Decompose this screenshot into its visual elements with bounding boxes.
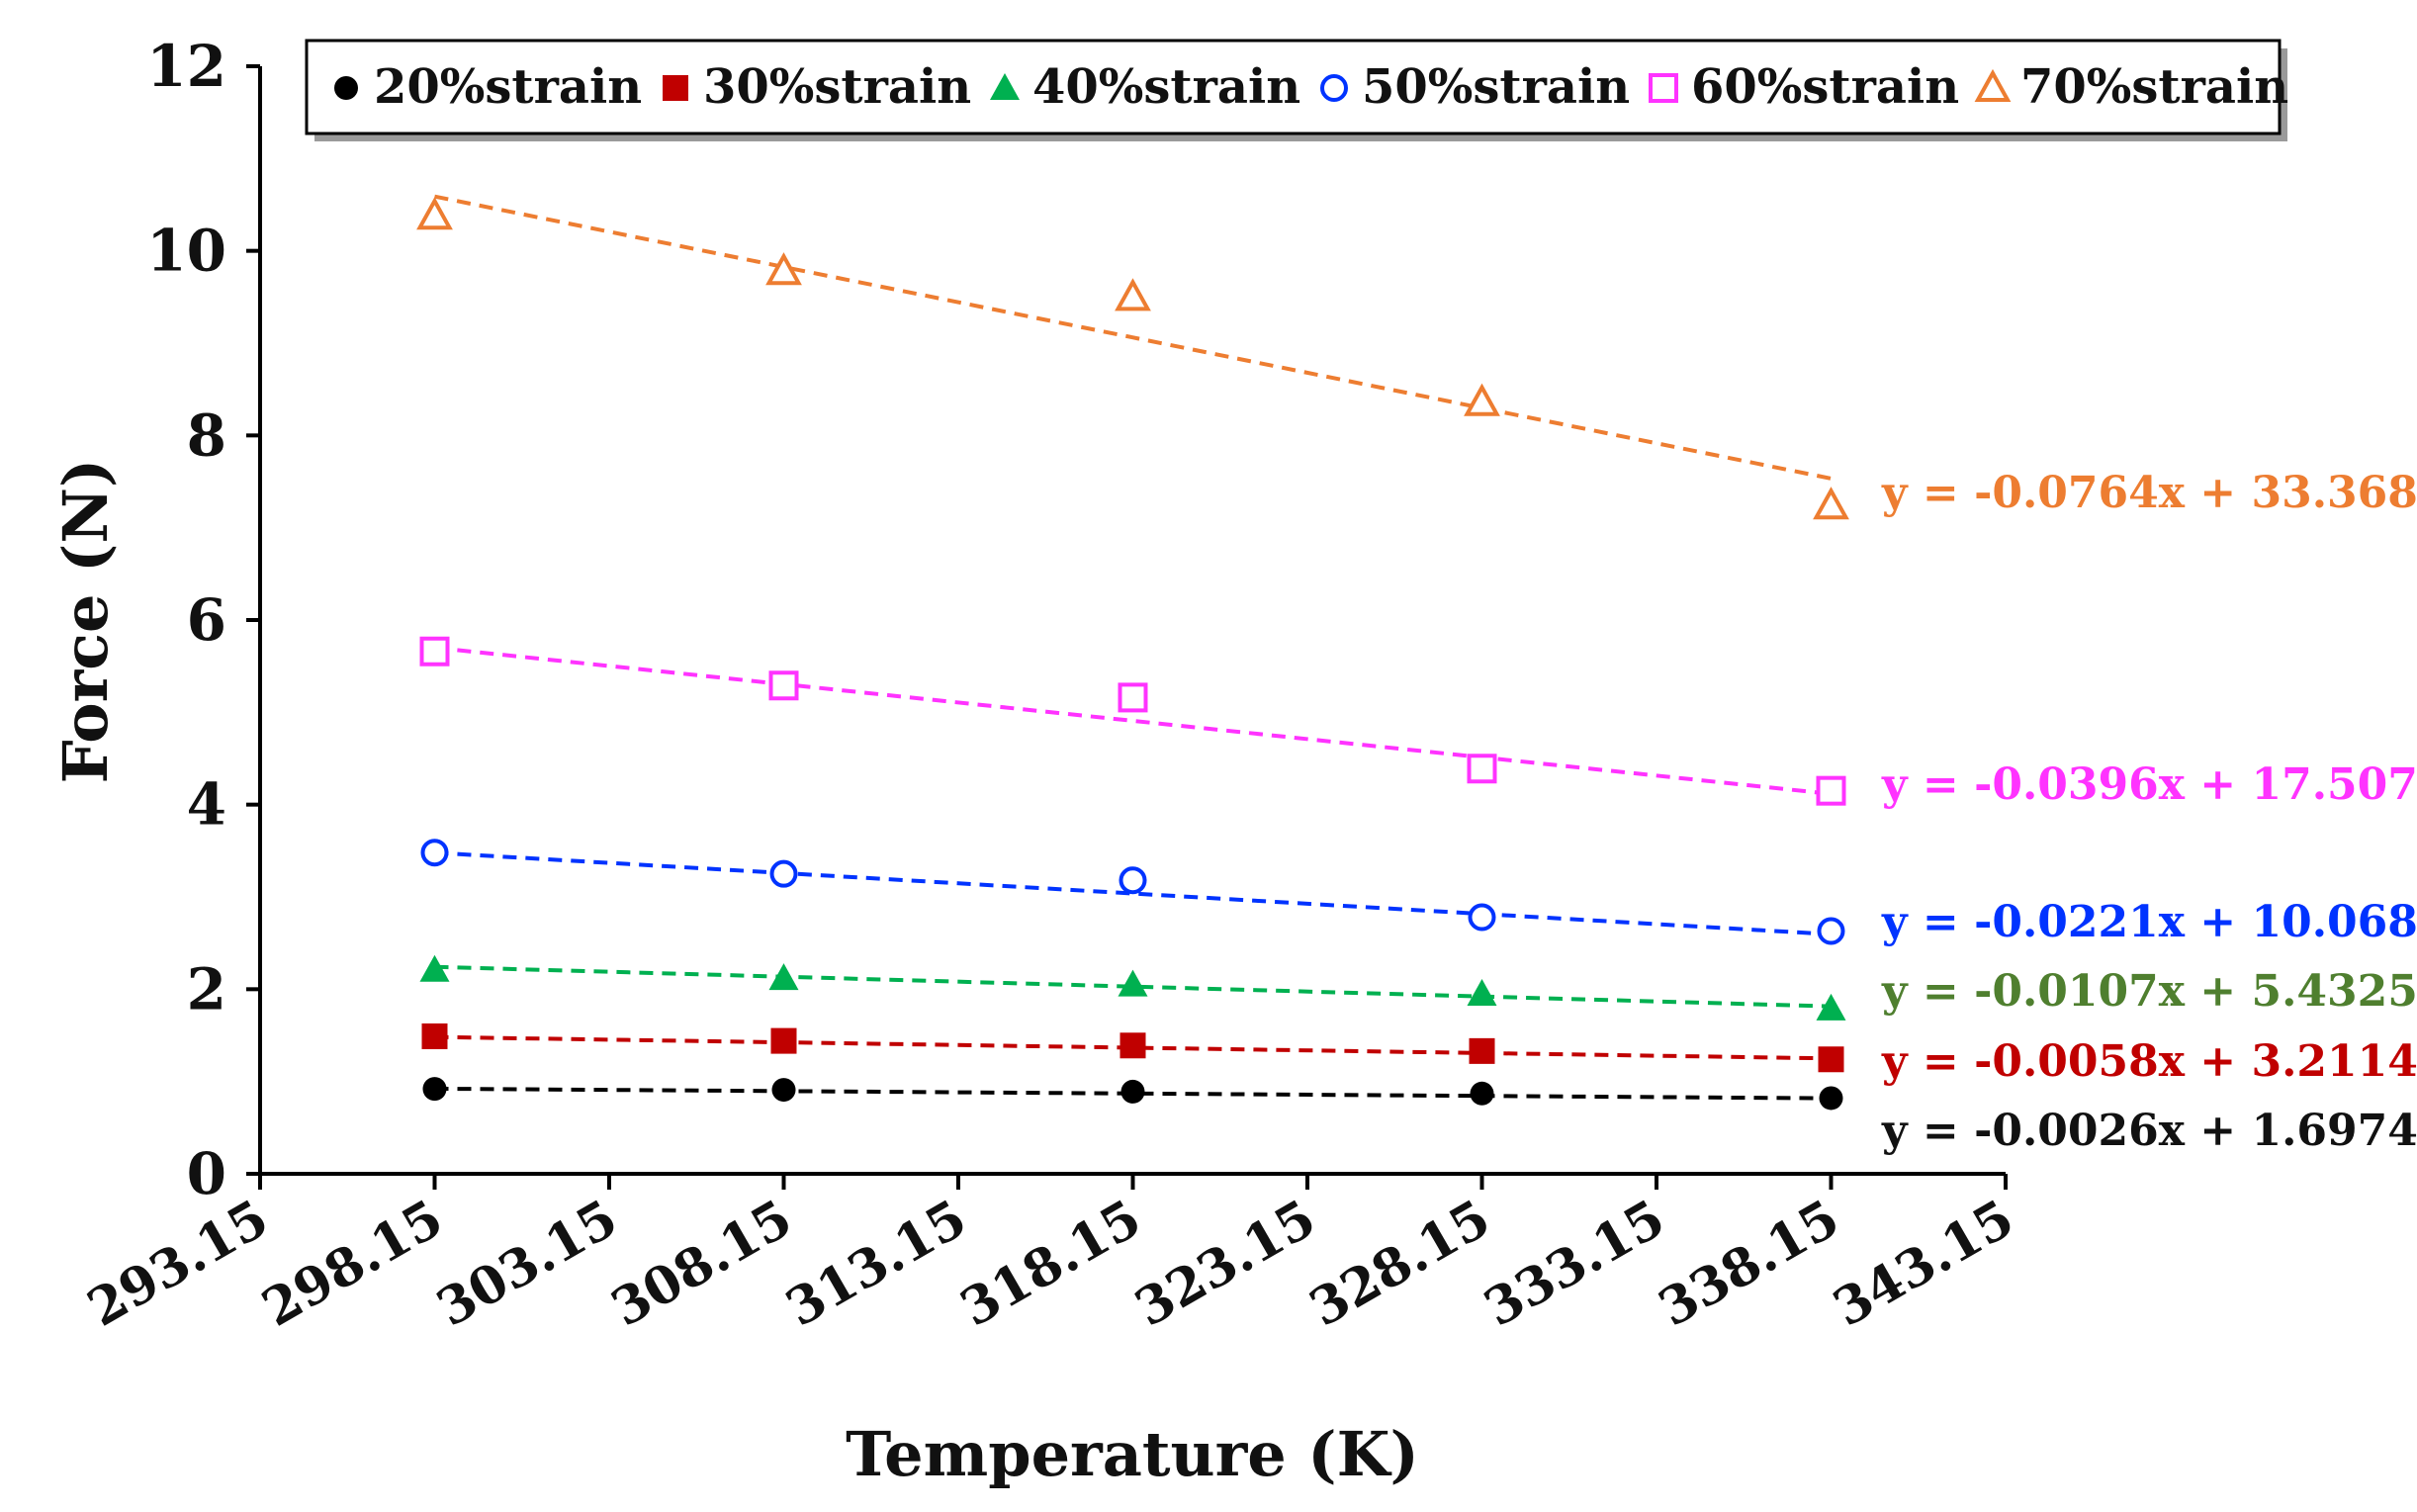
trendline-50-strain <box>434 850 1832 936</box>
legend-label-50-strain: 50%strain <box>1362 59 1630 115</box>
data-point-40-strain <box>1118 969 1148 997</box>
trendline-equation-20-strain: y = -0.0026x + 1.6974 <box>1881 1106 2417 1156</box>
data-point-50-strain <box>1468 903 1496 932</box>
data-point-70-strain <box>1813 487 1849 520</box>
legend-label-20-strain: 20%strain <box>374 59 642 115</box>
data-point-20-strain <box>1120 1079 1145 1104</box>
data-point-60-strain <box>1118 682 1148 713</box>
data-point-20-strain <box>771 1078 796 1103</box>
axes <box>258 66 2006 1176</box>
trendline-equation-60-strain: y = -0.0396x + 17.507 <box>1881 759 2417 810</box>
x-ticks: 293.15298.15303.15308.15313.15318.15323.… <box>78 1174 2024 1339</box>
x-tick-label: 338.15 <box>1649 1188 1849 1338</box>
data-point-50-strain <box>769 859 798 888</box>
data-point-20-strain <box>1470 1081 1494 1106</box>
x-axis-title: Temperature (K) <box>846 1418 1419 1490</box>
data-point-40-strain <box>768 963 799 991</box>
y-tick-label: 8 <box>187 401 226 469</box>
trendline-70-strain <box>434 194 1832 481</box>
trendline-60-strain <box>434 645 1832 796</box>
legend: 20%strain 30%strain 40%strain 50%strain 60%s… <box>305 39 2288 141</box>
data-point-70-strain <box>416 197 453 230</box>
x-tick-label: 308.15 <box>601 1188 802 1338</box>
trendline-20-strain <box>434 1086 1832 1101</box>
data-point-30-strain <box>1469 1037 1495 1064</box>
legend-marker-30-strain <box>663 75 688 101</box>
legend-label-70-strain: 70%strain <box>2020 59 2288 115</box>
trendline-equation-70-strain: y = -0.0764x + 33.368 <box>1881 468 2417 518</box>
data-point-40-strain <box>419 954 450 982</box>
data-point-50-strain <box>1119 866 1147 895</box>
data-point-20-strain <box>422 1077 447 1102</box>
legend-box <box>305 39 2282 135</box>
data-point-40-strain <box>1816 993 1846 1021</box>
x-tick-label: 303.15 <box>427 1188 628 1338</box>
legend-marker-50-strain <box>1320 74 1348 102</box>
legend-label-40-strain: 40%strain <box>1032 59 1300 115</box>
trendline-equation-30-strain: y = -0.0058x + 3.2114 <box>1881 1036 2417 1087</box>
x-tick-label: 298.15 <box>252 1188 453 1338</box>
data-point-70-strain <box>765 252 802 286</box>
data-point-50-strain <box>420 839 449 867</box>
data-point-70-strain <box>1464 383 1500 416</box>
x-tick-label: 318.15 <box>950 1188 1151 1338</box>
y-tick-label: 0 <box>187 1140 226 1207</box>
y-tick-label: 4 <box>187 771 226 839</box>
data-point-30-strain <box>1119 1032 1146 1059</box>
y-tick-label: 10 <box>146 218 226 285</box>
y-ticks: 0 2 4 6 8 10 12 <box>146 33 260 1207</box>
data-point-60-strain <box>1467 754 1497 784</box>
trendline-equations: y = -0.0026x + 1.6974 y = -0.0058x + 3.21… <box>1881 468 2417 1156</box>
trendline-40-strain <box>434 964 1832 1009</box>
legend-marker-70-strain <box>1974 68 2012 102</box>
data-point-60-strain <box>419 636 450 667</box>
x-tick-label: 293.15 <box>78 1188 279 1338</box>
legend-marker-40-strain <box>990 73 1020 100</box>
data-point-30-strain <box>421 1023 448 1049</box>
legend-label-60-strain: 60%strain <box>1691 59 1959 115</box>
data-point-60-strain <box>1816 775 1846 806</box>
data-point-30-strain <box>770 1027 797 1054</box>
y-tick-label: 6 <box>187 586 226 654</box>
data-point-40-strain <box>1467 979 1497 1006</box>
data-point-60-strain <box>768 670 799 701</box>
x-tick-label: 328.15 <box>1299 1188 1500 1338</box>
data-point-50-strain <box>1817 917 1845 945</box>
trendline-equation-40-strain: y = -0.0107x + 5.4325 <box>1881 966 2417 1017</box>
x-tick-label: 343.15 <box>1824 1188 2024 1338</box>
x-tick-label: 333.15 <box>1475 1188 1675 1338</box>
x-tick-label: 313.15 <box>776 1188 977 1338</box>
data-point-30-strain <box>1818 1046 1844 1073</box>
trendline-equation-50-strain: y = -0.0221x + 10.068 <box>1881 897 2417 947</box>
data-point-20-strain <box>1819 1086 1843 1111</box>
y-axis-title: Force (N) <box>49 459 122 784</box>
data-point-70-strain <box>1115 278 1151 311</box>
legend-label-30-strain: 30%strain <box>703 59 971 115</box>
x-tick-label: 323.15 <box>1125 1188 1326 1338</box>
y-tick-label: 2 <box>187 955 226 1023</box>
legend-marker-20-strain <box>334 76 358 100</box>
legend-marker-60-strain <box>1649 73 1678 103</box>
trendlines <box>434 194 1832 1101</box>
trendline-30-strain <box>434 1034 1832 1061</box>
data-points <box>416 197 1849 1111</box>
y-tick-label: 12 <box>146 33 226 100</box>
